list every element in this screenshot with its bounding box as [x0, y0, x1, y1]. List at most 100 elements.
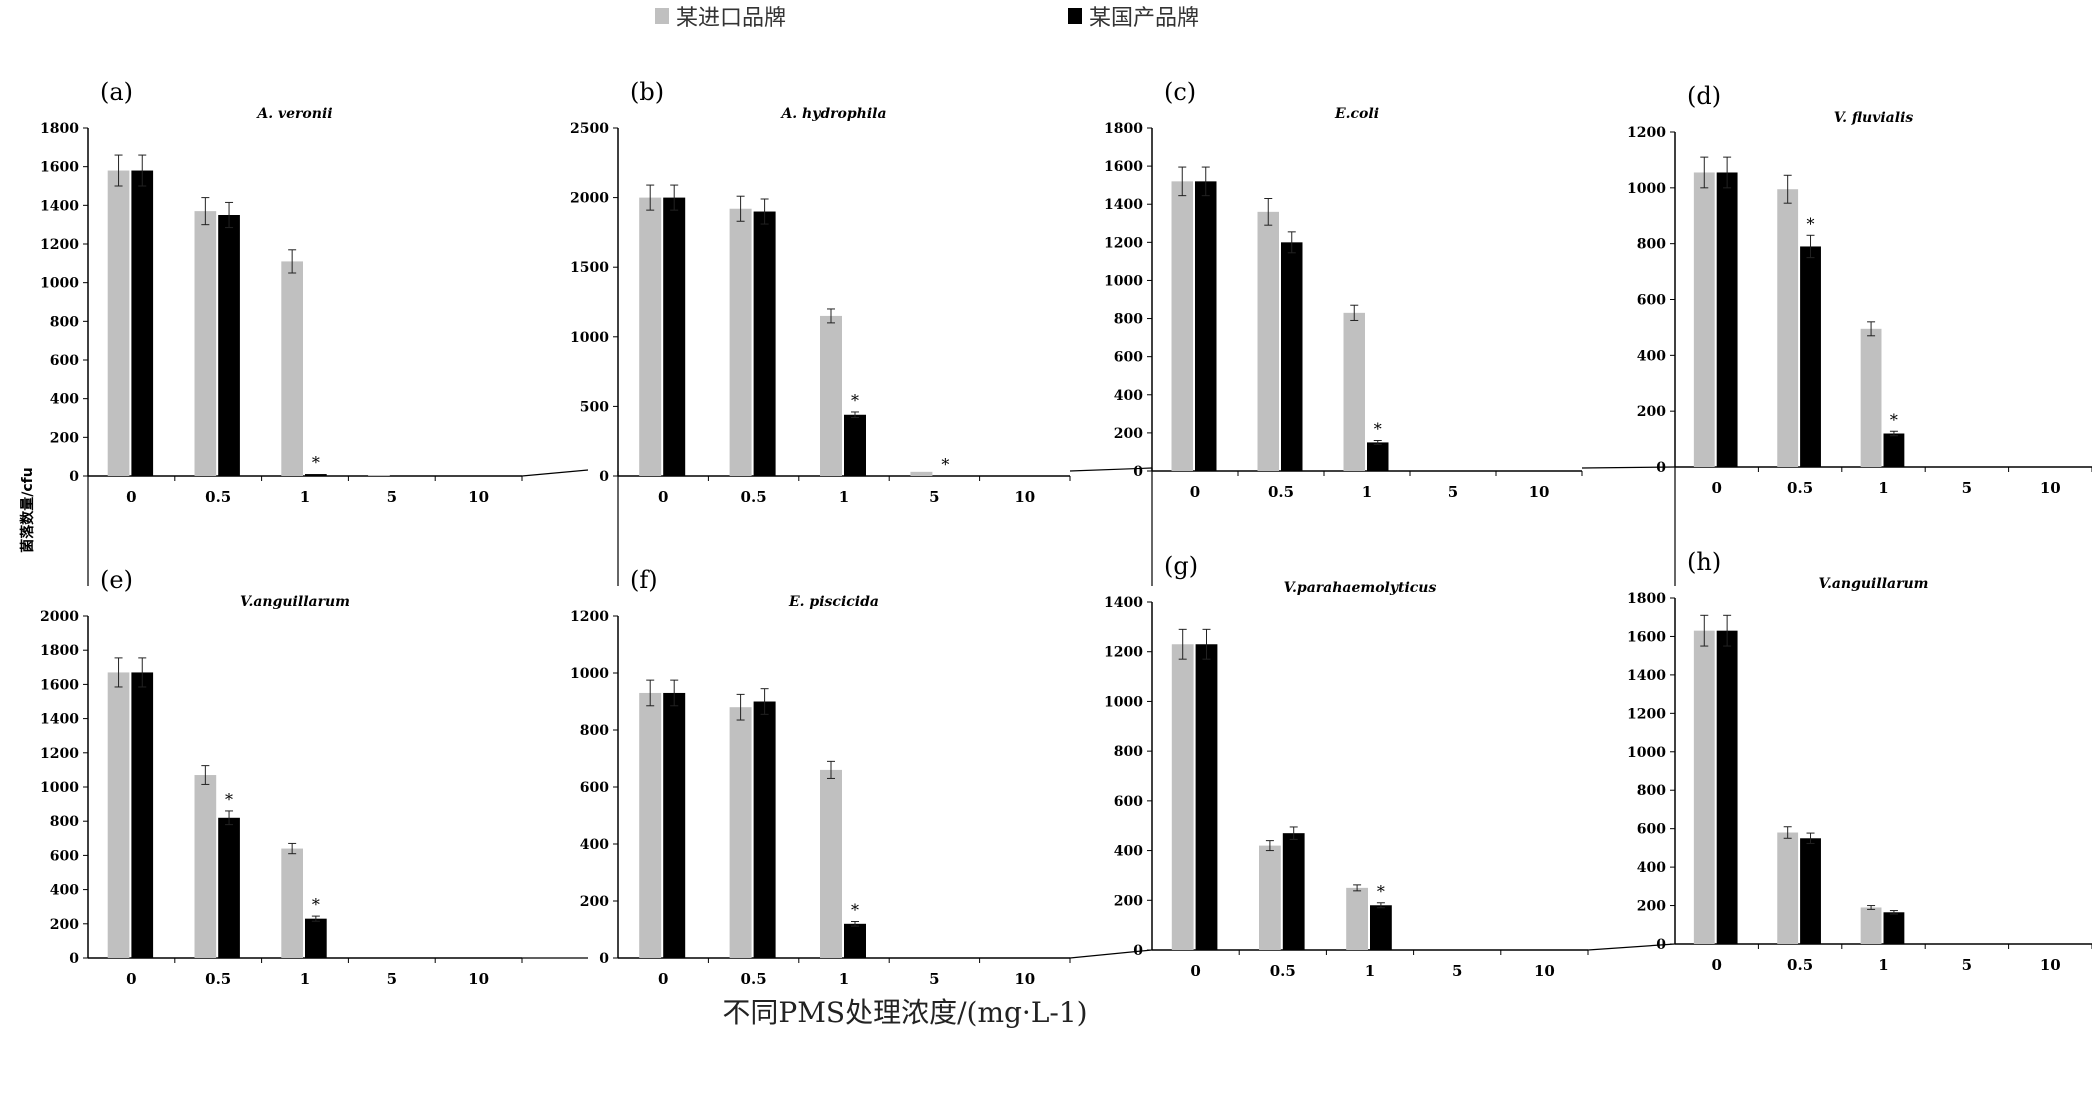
- bar-domestic: [305, 474, 327, 476]
- bar-import: [1257, 211, 1279, 471]
- x-tick-label: 10: [1014, 970, 1035, 988]
- x-tick-label: 0.5: [741, 970, 767, 988]
- bar-import: [1171, 181, 1193, 471]
- y-tick-label: 200: [50, 917, 79, 933]
- chart-panel: 0 500 1000 1500 2000 2500 0 0.5 1 5 10 * * (b) A. hydr…: [570, 78, 1071, 506]
- bar-import: [1693, 630, 1715, 944]
- bar-domestic: [218, 817, 240, 958]
- x-tick-label: 0: [1711, 956, 1721, 974]
- panel-letter: (b): [630, 78, 664, 106]
- y-tick-label: 0: [69, 469, 79, 485]
- y-tick-label: 400: [1637, 860, 1666, 876]
- bar-domestic: [1716, 172, 1738, 467]
- x-tick-label: 0.5: [1787, 479, 1813, 497]
- x-tick-label: 5: [929, 970, 939, 988]
- y-tick-label: 1800: [1627, 591, 1666, 607]
- bar-import: [820, 315, 842, 476]
- x-tick-label: 10: [468, 488, 489, 506]
- y-tick-label: 0: [1133, 943, 1143, 959]
- chart-panel: 0 200 400 600 800 1000 1200 0 0.5 1 5 10 * * (d) V. flu…: [1627, 82, 2092, 497]
- panel-letter: (g): [1164, 552, 1198, 580]
- y-tick-label: 800: [1637, 237, 1666, 253]
- chart-panel: 0 200 400 600 800 1000 1200 0 0.5 1 5 10 * (f) E. pisc…: [570, 566, 1071, 988]
- y-tick-label: 0: [1133, 464, 1143, 480]
- panel-title: V.anguillarum: [1819, 576, 1929, 592]
- bar-domestic: [844, 923, 866, 958]
- bar-domestic: [663, 692, 686, 958]
- bar-domestic: [663, 197, 686, 476]
- y-tick-label: 2000: [40, 609, 79, 625]
- y-tick-label: 1000: [570, 666, 609, 682]
- x-tick-label: 5: [1448, 483, 1458, 501]
- bar-import: [1860, 907, 1882, 944]
- y-tick-label: 0: [1656, 460, 1666, 476]
- y-tick-label: 1800: [40, 643, 79, 659]
- bar-domestic: [1367, 442, 1389, 471]
- y-tick-label: 400: [580, 837, 609, 853]
- y-tick-label: 1000: [1104, 273, 1143, 289]
- y-tick-label: 800: [1114, 312, 1143, 328]
- y-tick-label: 600: [50, 848, 79, 864]
- x-tick-label: 10: [2040, 479, 2061, 497]
- x-tick-label: 0: [1190, 962, 1200, 980]
- panel-letter: (f): [630, 566, 658, 594]
- panel-title: A. hydrophila: [779, 106, 886, 122]
- x-tick-label: 0: [1711, 479, 1721, 497]
- y-tick-label: 1000: [40, 780, 79, 796]
- chart-panel: 0 200 400 600 800 1000 1200 1400 1600 1800 0 0.5 1 5 1…: [40, 78, 523, 506]
- y-tick-label: 0: [1656, 937, 1666, 953]
- bar-domestic: [1800, 246, 1821, 467]
- legend-swatch-domestic: [1068, 8, 1082, 24]
- significance-mark: *: [225, 790, 233, 809]
- x-tick-label: 1: [300, 488, 310, 506]
- chart-panel: 0 200 400 600 800 1000 1200 1400 1600 1800 0 0.5 1 5 1…: [1627, 548, 2092, 974]
- bar-domestic: [1800, 838, 1821, 944]
- y-tick-label: 1800: [1104, 121, 1143, 137]
- y-tick-label: 2500: [570, 121, 609, 137]
- y-tick-label: 1600: [40, 677, 79, 693]
- bar-import: [1171, 644, 1194, 950]
- x-axis-label: 不同PMS处理浓度/(mg·L-1): [722, 996, 1087, 1029]
- panel-title: E. piscicida: [788, 594, 879, 610]
- y-tick-label: 1200: [1104, 645, 1143, 661]
- bar-domestic: [1716, 630, 1738, 944]
- bar-domestic: [305, 918, 327, 958]
- x-tick-label: 5: [1962, 479, 1972, 497]
- bar-import: [820, 769, 842, 958]
- x-tick-label: 0: [126, 488, 136, 506]
- y-tick-label: 1000: [40, 276, 79, 292]
- bar-import: [107, 170, 130, 477]
- x-tick-label: 0: [1190, 483, 1200, 501]
- bar-import: [368, 475, 390, 476]
- y-tick-label: 600: [1114, 794, 1143, 810]
- y-tick-label: 800: [50, 314, 79, 330]
- bar-import: [107, 672, 130, 958]
- y-tick-label: 400: [1114, 388, 1143, 404]
- y-tick-label: 0: [599, 951, 609, 967]
- x-tick-label: 5: [1962, 956, 1972, 974]
- bar-import: [1860, 328, 1882, 467]
- y-tick-label: 800: [1114, 744, 1143, 760]
- x-tick-label: 0.5: [1787, 956, 1813, 974]
- y-tick-label: 1400: [1104, 595, 1143, 611]
- y-tick-label: 200: [580, 894, 609, 910]
- panel-letter: (h): [1687, 548, 1721, 576]
- x-tick-label: 1: [1362, 483, 1372, 501]
- x-tick-label: 0.5: [205, 488, 231, 506]
- y-tick-label: 1000: [1104, 694, 1143, 710]
- bar-import: [1777, 189, 1799, 467]
- significance-mark: *: [1890, 410, 1898, 429]
- legend-label-import: 某进口品牌: [676, 6, 786, 31]
- y-tick-label: 600: [1637, 293, 1666, 309]
- y-tick-label: 1400: [1627, 668, 1666, 684]
- y-tick-label: 1600: [1104, 159, 1143, 175]
- panel-title: V.anguillarum: [240, 594, 350, 610]
- significance-mark: *: [312, 453, 320, 472]
- x-tick-label: 1: [1878, 956, 1888, 974]
- bar-import: [281, 848, 303, 958]
- bar-import: [1693, 172, 1715, 467]
- bar-domestic: [1281, 242, 1303, 471]
- bar-domestic: [1195, 181, 1217, 471]
- y-tick-label: 500: [580, 399, 609, 415]
- y-tick-label: 600: [1114, 350, 1143, 366]
